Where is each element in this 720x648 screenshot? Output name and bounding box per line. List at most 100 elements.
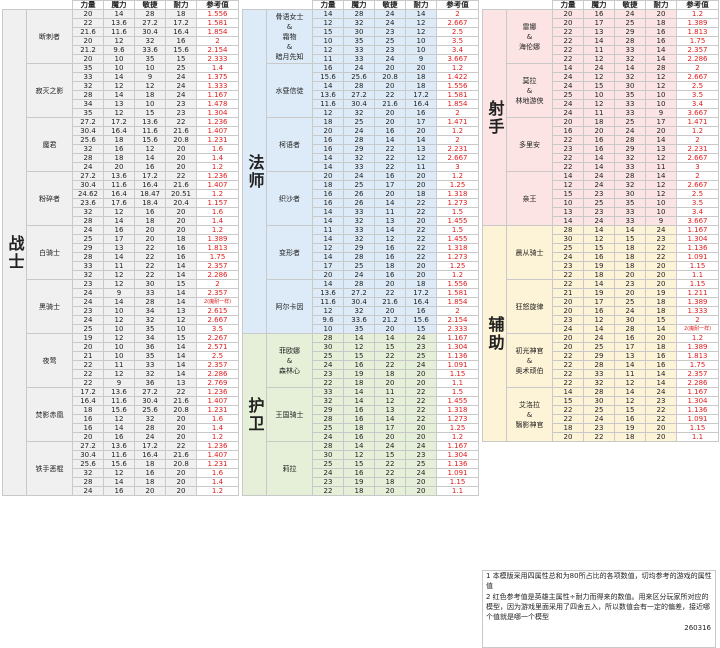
stat-cell: 12	[552, 180, 584, 190]
stat-cell: 14	[405, 135, 437, 145]
stat-cell: 16	[645, 351, 677, 361]
table-row: 28 18 14 20 1.4	[3, 153, 239, 163]
ref-cell: 1.304	[196, 108, 239, 118]
stat-cell: 13.6	[103, 441, 135, 451]
ref-cell: 1.211	[676, 288, 719, 298]
stat-cell: 16	[103, 432, 135, 442]
stat-cell: 10	[312, 36, 344, 46]
stat-cell: 28	[312, 414, 344, 424]
stat-cell: 24	[374, 54, 406, 64]
stat-cell: 25.6	[134, 405, 166, 415]
stat-cell: 28	[343, 9, 375, 19]
stat-cell: 22	[134, 252, 166, 262]
ref-cell: 1.4	[196, 477, 239, 487]
stat-cell: 22	[165, 171, 197, 181]
stat-cell: 24	[343, 63, 375, 73]
ref-cell: 1.136	[676, 243, 719, 253]
stat-cell: 20	[552, 117, 584, 127]
stat-cell: 12	[374, 396, 406, 406]
table-row: 24 11 33 9 3.667	[483, 108, 719, 118]
stat-cell: 22	[552, 153, 584, 163]
stat-cell: 28	[614, 171, 646, 181]
stat-cell: 34	[134, 306, 166, 316]
stat-cell: 11	[312, 225, 344, 235]
stat-cell: 17.2	[165, 18, 197, 28]
stat-cell: 20	[374, 279, 406, 289]
stat-cell: 26	[343, 198, 375, 208]
ref-cell: 2.286	[676, 54, 719, 64]
stat-cell: 24	[72, 315, 104, 325]
stat-cell: 14	[165, 270, 197, 280]
ref-cell: 1.15	[436, 369, 479, 379]
table-row: 魔君 27.2 17.2 13.6 22 1.236	[3, 117, 239, 172]
stat-cell: 20	[103, 162, 135, 172]
ref-cell: 1.231	[196, 459, 239, 469]
ref-cell: 3	[436, 162, 479, 172]
stat-cell: 20	[165, 225, 197, 235]
stat-cell: 16.4	[103, 189, 135, 199]
ref-cell: 1.236	[196, 117, 239, 127]
stat-cell: 10	[134, 63, 166, 73]
stat-cell: 25	[165, 63, 197, 73]
stat-cell: 11.6	[312, 99, 344, 109]
stat-cell: 22	[72, 360, 104, 370]
stat-cell: 29	[614, 144, 646, 154]
stat-cell: 30.4	[72, 180, 104, 190]
stat-cell: 14	[552, 387, 584, 397]
stat-cell: 20	[645, 423, 677, 433]
header-agility: 敏捷	[614, 0, 646, 10]
stat-cell: 18.47	[134, 189, 166, 199]
table-row: 战士 断刺者 20 14 28 18 1.556	[2, 9, 239, 496]
stat-cell: 9	[103, 288, 135, 298]
stat-cell: 17	[583, 297, 615, 307]
ref-cell: 2	[436, 9, 479, 19]
stat-cell: 15.6	[103, 405, 135, 415]
stat-cell: 12	[103, 279, 135, 289]
table-row: 24.62 16.4 18.47 20.51 1.2	[3, 189, 239, 199]
table-row: 22 13.6 27.2 17.2 1.581	[3, 18, 239, 28]
ref-cell: 2(魔耐一样)	[196, 297, 239, 307]
stat-cell: 12	[165, 315, 197, 325]
stat-cell: 17.2	[103, 117, 135, 127]
stat-cell: 35	[134, 351, 166, 361]
table-row: 12 29 16 22 1.318	[243, 243, 479, 253]
stat-cell: 23	[374, 45, 406, 55]
stat-cell: 25	[72, 324, 104, 334]
stat-cell: 30.4	[343, 99, 375, 109]
stat-cell: 30	[134, 279, 166, 289]
stat-cell: 12	[312, 243, 344, 253]
hero-name: 黑骑士	[26, 279, 73, 334]
stat-cell: 18	[645, 342, 677, 352]
stat-cell: 24	[343, 126, 375, 136]
ref-cell: 1.25	[436, 261, 479, 271]
stat-cell: 14	[374, 414, 406, 424]
stat-cell: 24	[165, 72, 197, 82]
ref-cell: 3.4	[676, 207, 719, 217]
stat-cell: 14	[645, 171, 677, 181]
stat-cell: 24	[614, 306, 646, 316]
stat-cell: 11	[614, 369, 646, 379]
hero-name: 多里安	[506, 117, 553, 172]
stat-cell: 14	[312, 162, 344, 172]
stat-cell: 11	[103, 360, 135, 370]
stat-cell: 28	[312, 333, 344, 343]
hero-name: 阿尔卡因	[266, 279, 313, 334]
stat-cell: 22	[645, 243, 677, 253]
ref-cell: 1.407	[196, 180, 239, 190]
stat-cell: 21.6	[165, 126, 197, 136]
stat-cell: 14	[374, 198, 406, 208]
table-row: 23 19 18 20 1.15	[243, 369, 479, 379]
stat-cell: 20	[405, 126, 437, 136]
table-row: 亲王 14 24 28 14 2	[483, 171, 719, 226]
stat-cell: 20	[645, 279, 677, 289]
stat-cell: 16	[645, 36, 677, 46]
stat-cell: 22	[405, 225, 437, 235]
ref-cell: 1.5	[436, 225, 479, 235]
table-row: 9.6 33.6 21.2 15.6 2.154	[243, 315, 479, 325]
table-row: 17 25 18 20 1.25	[243, 261, 479, 271]
stat-cell: 18	[103, 153, 135, 163]
stat-cell: 32	[614, 153, 646, 163]
stat-cell: 27.2	[134, 387, 166, 397]
ref-cell: 2.357	[676, 45, 719, 55]
header-stamina: 耐力	[405, 0, 437, 10]
